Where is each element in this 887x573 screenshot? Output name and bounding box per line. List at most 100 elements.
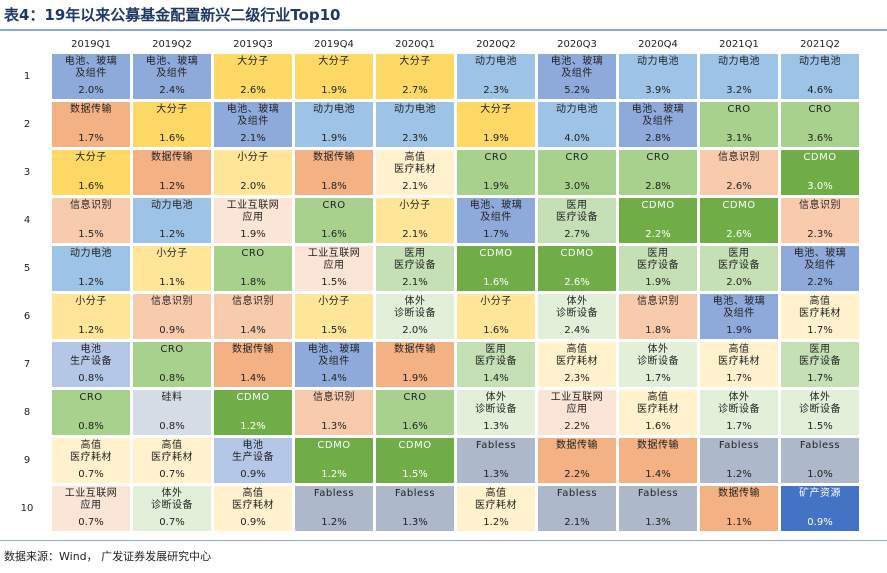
industry-name: 动力电池 bbox=[475, 56, 517, 67]
industry-name: CDMO bbox=[722, 200, 756, 211]
industry-name: 体外 诊断设备 bbox=[151, 488, 193, 511]
cell-content: 电池、玻璃 及组件 1.4% bbox=[295, 342, 373, 387]
industry-cell: CRO 3.1% bbox=[700, 102, 778, 147]
industry-cell: 医用 医疗设备 1.9% bbox=[619, 246, 697, 291]
cell-content: 电池、玻璃 及组件 1.9% bbox=[700, 294, 778, 339]
allocation-percent: 1.7% bbox=[807, 325, 833, 336]
allocation-percent: 1.7% bbox=[807, 373, 833, 384]
cell-content: 高值 医疗耗材 0.7% bbox=[133, 438, 211, 483]
industry-cell: 小分子 1.2% bbox=[52, 294, 130, 339]
allocation-percent: 1.2% bbox=[159, 181, 185, 192]
cell-content: 动力电池 2.3% bbox=[457, 54, 535, 99]
industry-name: 工业互联网 应用 bbox=[307, 248, 361, 271]
allocation-percent: 1.2% bbox=[78, 325, 104, 336]
cell-content: 信息识别 1.5% bbox=[52, 198, 130, 243]
industry-name: 医用 医疗设备 bbox=[799, 344, 841, 367]
allocation-percent: 2.1% bbox=[240, 133, 266, 144]
allocation-percent: 0.9% bbox=[240, 469, 266, 480]
industry-cell: CRO 1.6% bbox=[376, 390, 454, 435]
cell-content: 电池、玻璃 及组件 2.8% bbox=[619, 102, 697, 147]
cell-content: Fabless 2.1% bbox=[538, 486, 616, 531]
industry-cell: 信息识别 0.9% bbox=[133, 294, 211, 339]
cell-content: 小分子 1.6% bbox=[457, 294, 535, 339]
allocation-percent: 2.0% bbox=[78, 85, 104, 96]
industry-name: CDMO bbox=[398, 440, 432, 451]
cell-content: 医用 医疗设备 2.1% bbox=[376, 246, 454, 291]
quarter-header: 2020Q3 bbox=[557, 38, 597, 50]
allocation-percent: 2.0% bbox=[726, 277, 752, 288]
industry-name: 动力电池 bbox=[799, 56, 841, 67]
industry-name: CDMO bbox=[641, 200, 675, 211]
industry-cell: 动力电池 1.9% bbox=[295, 102, 373, 147]
cell-content: 工业互联网 应用 0.7% bbox=[52, 486, 130, 531]
cell-content: CDMO 1.2% bbox=[295, 438, 373, 483]
industry-name: 数据传输 bbox=[70, 104, 112, 115]
industry-name: 体外 诊断设备 bbox=[637, 344, 679, 367]
allocation-percent: 1.6% bbox=[402, 421, 428, 432]
allocation-percent: 5.2% bbox=[564, 85, 590, 96]
industry-name: 高值 医疗耗材 bbox=[556, 344, 598, 367]
allocation-percent: 1.3% bbox=[645, 517, 671, 528]
industry-name: CDMO bbox=[803, 152, 837, 163]
allocation-percent: 1.2% bbox=[321, 469, 347, 480]
industry-name: 信息识别 bbox=[718, 152, 760, 163]
industry-name: 动力电池 bbox=[556, 104, 598, 115]
allocation-percent: 1.7% bbox=[78, 133, 104, 144]
industry-cell: 信息识别 1.8% bbox=[619, 294, 697, 339]
rank-label: 5 bbox=[23, 263, 31, 274]
industry-name: 电池、玻璃 及组件 bbox=[793, 248, 847, 271]
industry-name: 动力电池 bbox=[313, 104, 355, 115]
industry-name: 小分子 bbox=[237, 152, 269, 163]
cell-content: 高值 医疗耗材 1.6% bbox=[619, 390, 697, 435]
industry-name: 硅料 bbox=[161, 392, 183, 403]
cell-content: 矿产资源 0.9% bbox=[781, 486, 859, 531]
industry-name: 矿产资源 bbox=[799, 488, 841, 499]
industry-name: 信息识别 bbox=[70, 200, 112, 211]
industry-name: 数据传输 bbox=[718, 488, 760, 499]
industry-cell: 信息识别 1.4% bbox=[214, 294, 292, 339]
allocation-percent: 2.8% bbox=[645, 181, 671, 192]
cell-content: 小分子 2.0% bbox=[214, 150, 292, 195]
cell-content: 高值 医疗耗材 0.9% bbox=[214, 486, 292, 531]
industry-cell: CDMO 2.2% bbox=[619, 198, 697, 243]
rank-label: 10 bbox=[20, 503, 34, 514]
allocation-percent: 1.8% bbox=[645, 325, 671, 336]
allocation-percent: 2.3% bbox=[483, 85, 509, 96]
industry-name: 大分子 bbox=[237, 56, 269, 67]
allocation-percent: 1.4% bbox=[645, 469, 671, 480]
industry-cell: CDMO 3.0% bbox=[781, 150, 859, 195]
industry-name: CRO bbox=[241, 248, 265, 259]
industry-name: 电池、玻璃 及组件 bbox=[712, 296, 766, 319]
allocation-percent: 0.7% bbox=[78, 469, 104, 480]
cell-content: 电池、玻璃 及组件 5.2% bbox=[538, 54, 616, 99]
allocation-percent: 1.6% bbox=[483, 325, 509, 336]
allocation-percent: 4.6% bbox=[807, 85, 833, 96]
industry-cell: 大分子 2.7% bbox=[376, 54, 454, 99]
industry-cell: 电池、玻璃 及组件 5.2% bbox=[538, 54, 616, 99]
cell-content: 动力电池 4.0% bbox=[538, 102, 616, 147]
industry-cell: 体外 诊断设备 1.3% bbox=[457, 390, 535, 435]
industry-cell: 矿产资源 0.9% bbox=[781, 486, 859, 531]
industry-cell: 高值 医疗耗材 1.7% bbox=[700, 342, 778, 387]
cell-content: Fabless 1.3% bbox=[457, 438, 535, 483]
industry-name: 高值 医疗耗材 bbox=[151, 440, 193, 463]
allocation-percent: 1.6% bbox=[645, 421, 671, 432]
industry-name: 体外 诊断设备 bbox=[718, 392, 760, 415]
quarter-header: 2020Q2 bbox=[476, 38, 516, 50]
industry-cell: 电池 生产设备 0.8% bbox=[52, 342, 130, 387]
cell-content: 数据传输 1.8% bbox=[295, 150, 373, 195]
industry-cell: 动力电池 2.3% bbox=[457, 54, 535, 99]
industry-cell: 体外 诊断设备 1.7% bbox=[619, 342, 697, 387]
industry-cell: CDMO 1.2% bbox=[214, 390, 292, 435]
quarter-header: 2021Q1 bbox=[719, 38, 759, 50]
allocation-percent: 1.4% bbox=[483, 373, 509, 384]
industry-cell: 大分子 2.6% bbox=[214, 54, 292, 99]
allocation-percent: 0.8% bbox=[78, 373, 104, 384]
industry-cell: Fabless 1.2% bbox=[295, 486, 373, 531]
industry-name: 小分子 bbox=[156, 248, 188, 259]
allocation-percent: 2.2% bbox=[807, 277, 833, 288]
industry-cell: CRO 3.6% bbox=[781, 102, 859, 147]
allocation-percent: 1.3% bbox=[483, 421, 509, 432]
rank-label: 2 bbox=[23, 119, 31, 130]
allocation-percent: 2.4% bbox=[159, 85, 185, 96]
